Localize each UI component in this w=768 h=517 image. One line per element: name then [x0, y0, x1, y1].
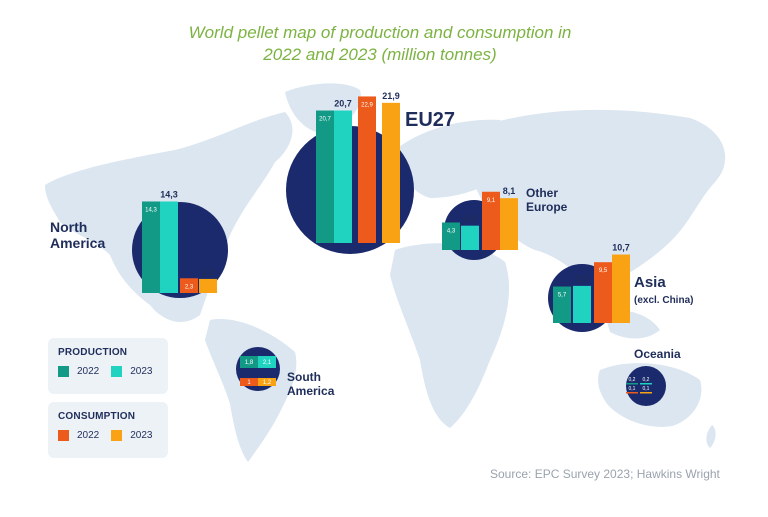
bar-other-europe-production-2022 [442, 222, 460, 250]
bar-oceania-production-2022 [626, 383, 638, 385]
map-africa [390, 243, 510, 428]
bar-eu27-production-2022 [316, 110, 334, 244]
value-label-oceania-consumption-2022: 0,1 [629, 386, 636, 392]
region-sublabel-asia: (excl. China) [634, 295, 693, 306]
bar-asia-consumption-2022 [594, 262, 612, 323]
bar-oceania-consumption-2023 [640, 392, 652, 394]
region-asia: 5,7 5,8 9,5 10,7 Asia (excl. China) [548, 243, 693, 332]
value-label-north-america-consumption-2022: 2,3 [185, 284, 194, 290]
bar-other-europe-consumption-2023 [500, 198, 518, 250]
legend-production: PRODUCTION 2022 2023 [48, 338, 168, 394]
value-label-south-america-consumption-2022: 1 [247, 380, 251, 386]
source-note: Source: EPC Survey 2023; Hawkins Wright [490, 467, 720, 481]
bar-oceania-consumption-2022 [626, 392, 638, 394]
legend-label-consumption-2023: 2023 [130, 430, 153, 441]
region-name-oceania: Oceania [634, 347, 681, 361]
bar-asia-production-2023 [573, 285, 591, 323]
bar-eu27-production-2023 [334, 110, 352, 244]
region-name-north-america-line-1: North [50, 219, 87, 235]
value-label-other-europe-production-2022: 4,3 [447, 228, 456, 234]
value-label-eu27-production-2023: 20,7 [334, 99, 352, 109]
bar-asia-consumption-2023 [612, 254, 630, 323]
map-asia [468, 109, 726, 290]
value-label-north-america-production-2023: 14,3 [160, 189, 178, 199]
region-name-south-america-line-1: South [287, 370, 321, 384]
legend-swatch-consumption-2022 [58, 430, 69, 441]
legend-consumption-items: 2022 2023 [58, 430, 158, 441]
bar-eu27-consumption-2023 [382, 102, 400, 243]
chart-title-line-1: World pellet map of production and consu… [188, 23, 572, 42]
region-circle-oceania [626, 366, 666, 406]
bar-north-america-production-2022 [142, 201, 160, 293]
chart-title-line-2: 2022 and 2023 (million tonnes) [263, 45, 497, 64]
map-south-america [205, 319, 297, 462]
legend-production-title: PRODUCTION [58, 347, 128, 358]
value-label-oceania-consumption-2023: 0,1 [643, 386, 650, 392]
region-oceania: 0,2 0,2 0,1 0,1 Oceania [626, 347, 681, 406]
chart-title: World pellet map of production and consu… [110, 22, 650, 66]
bar-other-europe-consumption-2022 [482, 191, 500, 250]
legend-label-production-2022: 2022 [77, 366, 100, 377]
map-new-zealand [706, 425, 716, 448]
legend-swatch-consumption-2023 [111, 430, 123, 441]
value-label-north-america-consumption-2023: 2,2 [202, 267, 215, 277]
value-label-oceania-production-2022: 0,2 [629, 377, 636, 383]
region-name-north-america-line-2: America [50, 235, 105, 251]
legend-production-items: 2022 2023 [58, 366, 158, 377]
value-label-asia-production-2022: 5,7 [558, 293, 567, 299]
region-name-other-europe-line-1: Other [526, 186, 558, 200]
value-label-eu27-consumption-2022: 22,9 [361, 102, 373, 108]
legend-label-consumption-2022: 2022 [77, 430, 100, 441]
region-name-south-america-line-2: America [287, 384, 335, 398]
bar-north-america-consumption-2022 [180, 278, 198, 293]
value-label-other-europe-consumption-2022: 9,1 [487, 198, 496, 204]
region-name-eu27: EU27 [405, 109, 455, 131]
value-label-other-europe-production-2023: 3,8 [464, 214, 477, 224]
bar-north-america-consumption-2023 [199, 278, 217, 293]
value-label-asia-consumption-2023: 10,7 [612, 243, 630, 253]
bar-oceania-production-2023 [640, 383, 652, 385]
bar-eu27-consumption-2022 [358, 96, 376, 243]
legend-consumption-title: CONSUMPTION [58, 411, 136, 422]
legend-label-production-2023: 2023 [130, 366, 153, 377]
region-name-other-europe-line-2: Europe [526, 200, 568, 214]
legend-swatch-production-2022 [58, 366, 69, 377]
value-label-oceania-production-2023: 0,2 [643, 377, 650, 383]
value-label-south-america-consumption-2023: 1,2 [263, 380, 272, 386]
legend-swatch-production-2023 [111, 366, 123, 377]
value-label-north-america-production-2022: 14,3 [145, 207, 157, 213]
bar-north-america-production-2023 [160, 201, 178, 293]
region-name-asia: Asia [634, 274, 666, 291]
value-label-eu27-consumption-2023: 21,9 [382, 91, 400, 101]
bar-south-america-production-2022 [240, 356, 258, 368]
region-eu27: 20,7 20,7 22,9 21,9 EU27 [286, 91, 455, 254]
bar-other-europe-production-2023 [461, 225, 479, 250]
legend-consumption: CONSUMPTION 2022 2023 [48, 402, 168, 458]
value-label-south-america-production-2022: 1,8 [245, 360, 254, 366]
bar-asia-production-2022 [553, 286, 571, 323]
value-label-eu27-production-2022: 20,7 [319, 117, 331, 123]
bar-south-america-production-2023 [258, 356, 276, 368]
value-label-south-america-production-2023: 2,1 [263, 360, 272, 366]
value-label-asia-consumption-2022: 9,5 [599, 268, 608, 274]
value-label-asia-production-2023: 5,8 [576, 274, 589, 284]
bar-south-america-consumption-2022 [240, 378, 258, 386]
chart-layer: 20,720,7 22,921,9EU2714,314,32,32,2NorthA… [50, 91, 693, 406]
value-label-other-europe-consumption-2023: 8,1 [503, 186, 516, 196]
bar-south-america-consumption-2023 [258, 378, 276, 386]
